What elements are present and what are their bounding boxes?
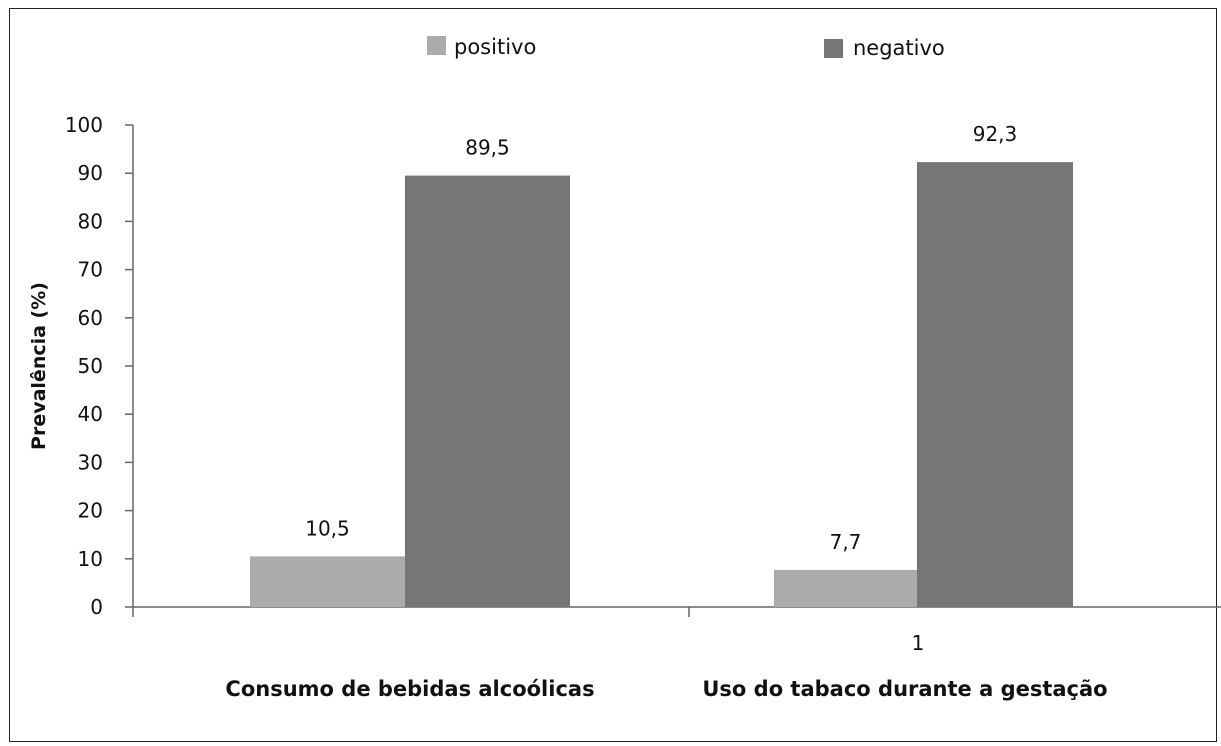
y-axis-tick-label: 50: [78, 354, 103, 378]
x-axis: 1: [132, 606, 1221, 655]
legend: positivo negativo: [427, 35, 945, 60]
y-axis-title: Prevalência (%): [28, 282, 50, 450]
x-axis-tick-label: 1: [912, 631, 925, 655]
data-label-negativo-1: 89,5: [465, 136, 510, 160]
y-axis-tick-label: 0: [90, 595, 103, 619]
y-axis-tick-label: 30: [78, 450, 103, 474]
data-label-positivo-2: 7,7: [830, 530, 862, 554]
bar-positivo-2: [774, 569, 917, 607]
data-label-negativo-2: 92,3: [973, 122, 1018, 146]
legend-swatch-positivo: [427, 36, 446, 55]
y-axis-tick-label: 90: [78, 161, 103, 185]
legend-label-positivo: positivo: [454, 35, 536, 59]
legend-label-negativo: negativo: [853, 36, 945, 60]
y-axis-tick-label: 10: [78, 547, 103, 571]
y-axis-tick-label: 20: [78, 499, 103, 523]
category-label-alcool: Consumo de bebidas alcoólicas: [225, 677, 594, 701]
bars: [250, 162, 1073, 608]
y-ticks: 0 10 20 30 40 50 60 70 80 90 100: [65, 113, 133, 619]
value-labels: 10,5 89,5 7,7 92,3: [305, 122, 1017, 554]
data-label-positivo-1: 10,5: [305, 516, 350, 540]
bar-negativo-2: [917, 162, 1073, 607]
bar-negativo-1: [405, 175, 570, 608]
bar-positivo-1: [250, 556, 405, 607]
y-axis-tick-label: 100: [65, 113, 103, 137]
legend-swatch-negativo: [824, 39, 843, 58]
y-axis-tick-label: 60: [78, 306, 103, 330]
y-axis-tick-label: 80: [78, 209, 103, 233]
y-axis-tick-label: 70: [78, 258, 103, 282]
category-label-tabaco: Uso do tabaco durante a gestação: [702, 677, 1107, 701]
y-axis-tick-label: 40: [78, 402, 103, 426]
